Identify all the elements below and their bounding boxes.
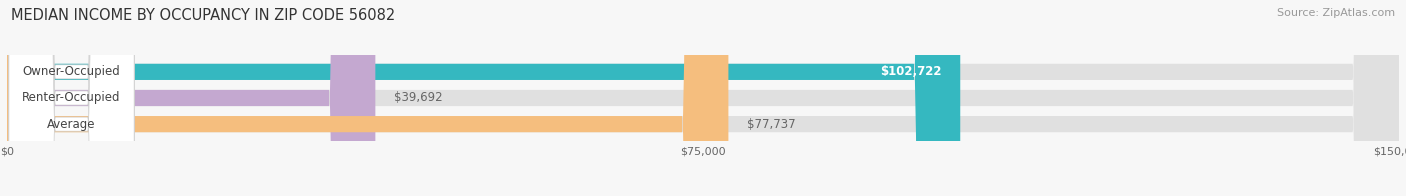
FancyBboxPatch shape xyxy=(7,0,1399,196)
Text: Average: Average xyxy=(48,118,96,131)
FancyBboxPatch shape xyxy=(8,0,134,196)
FancyBboxPatch shape xyxy=(7,0,960,196)
Text: $102,722: $102,722 xyxy=(880,65,942,78)
FancyBboxPatch shape xyxy=(7,0,1399,196)
FancyBboxPatch shape xyxy=(8,0,134,196)
FancyBboxPatch shape xyxy=(7,0,375,196)
Text: Source: ZipAtlas.com: Source: ZipAtlas.com xyxy=(1277,8,1395,18)
FancyBboxPatch shape xyxy=(7,0,1399,196)
Text: Renter-Occupied: Renter-Occupied xyxy=(22,92,121,104)
Text: MEDIAN INCOME BY OCCUPANCY IN ZIP CODE 56082: MEDIAN INCOME BY OCCUPANCY IN ZIP CODE 5… xyxy=(11,8,395,23)
FancyBboxPatch shape xyxy=(7,0,728,196)
Text: Owner-Occupied: Owner-Occupied xyxy=(22,65,121,78)
Text: $77,737: $77,737 xyxy=(747,118,796,131)
FancyBboxPatch shape xyxy=(8,0,134,196)
Text: $39,692: $39,692 xyxy=(394,92,443,104)
